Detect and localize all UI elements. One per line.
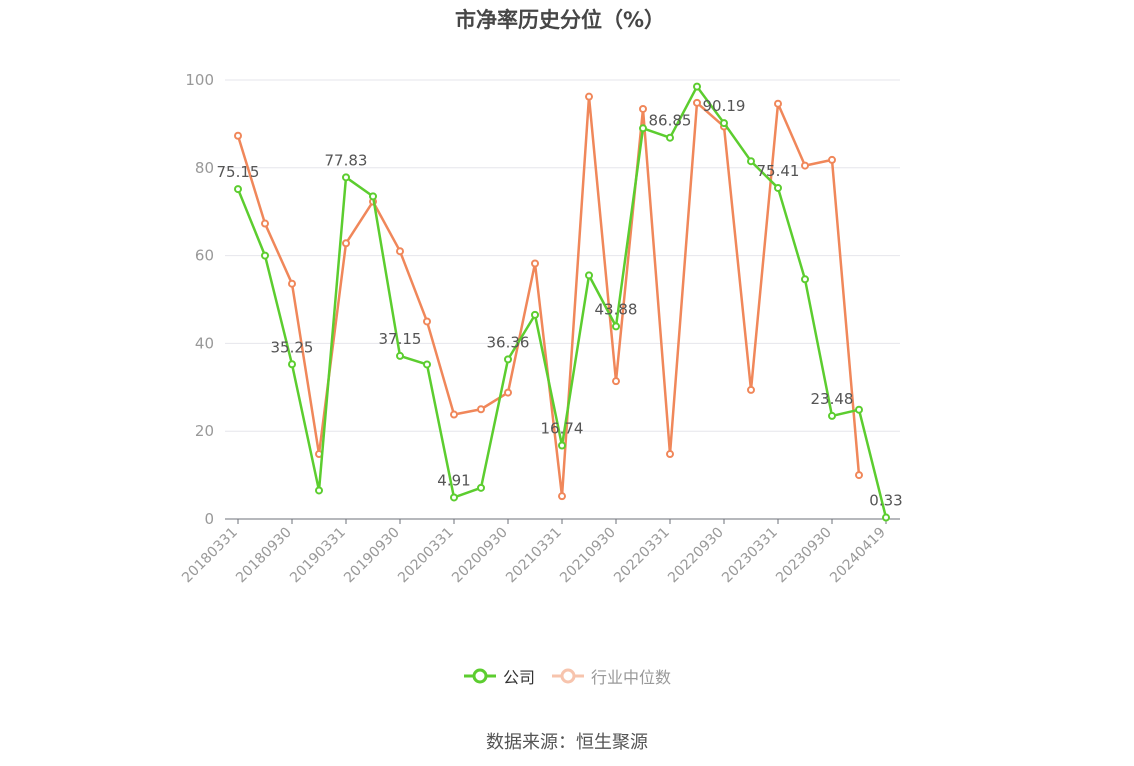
data-label: 4.91 — [437, 471, 470, 489]
legend-company-label: 公司 — [502, 668, 535, 687]
data-label: 77.83 — [325, 151, 368, 169]
data-point-company — [693, 82, 701, 91]
data-point-company — [477, 483, 485, 492]
data-point-company — [423, 360, 431, 369]
data-point-industry — [450, 410, 458, 419]
y-tick-label: 100 — [185, 71, 214, 89]
data-point-industry — [612, 377, 620, 386]
data-point-company — [801, 275, 809, 284]
data-point-industry — [693, 98, 701, 107]
data-point-company — [585, 271, 593, 280]
data-point-company — [369, 192, 377, 201]
y-tick-label: 20 — [195, 422, 214, 440]
x-tick-label: 20200930 — [449, 525, 511, 587]
data-point-company — [666, 133, 674, 142]
data-point-company — [261, 251, 269, 260]
data-point-industry — [342, 239, 350, 248]
data-point-company — [315, 486, 323, 495]
x-tick-label: 20220331 — [611, 525, 673, 587]
data-point-company — [396, 351, 404, 360]
data-point-company — [288, 360, 296, 369]
x-tick-label: 20190930 — [341, 525, 403, 587]
data-label: 37.15 — [379, 330, 422, 348]
x-tick-label: 20190331 — [287, 525, 349, 587]
data-point-industry — [828, 155, 836, 164]
data-label: 75.41 — [757, 162, 800, 180]
data-point-industry — [504, 388, 512, 397]
data-point-company — [828, 411, 836, 420]
data-point-company — [558, 441, 566, 450]
data-point-company — [531, 310, 539, 319]
legend-item-industry[interactable]: 行业中位数 — [551, 664, 671, 688]
y-tick-label: 60 — [195, 247, 214, 265]
data-point-industry — [801, 161, 809, 170]
data-point-industry — [234, 131, 242, 140]
x-tick-label: 20200331 — [395, 525, 457, 587]
x-tick-label: 20240419 — [827, 525, 889, 587]
x-tick-label: 20180331 — [179, 525, 241, 587]
legend-company-marker-icon — [463, 668, 496, 684]
data-point-company — [612, 322, 620, 331]
data-point-company — [855, 405, 863, 414]
x-tick-label: 20180930 — [233, 525, 295, 587]
data-point-industry — [666, 450, 674, 459]
data-label: 75.15 — [217, 163, 260, 181]
legend-industry-marker-icon — [552, 668, 584, 684]
x-tick-label: 20210930 — [557, 525, 619, 587]
data-point-industry — [774, 99, 782, 108]
chart-title: 市净率历史分位（%） — [454, 8, 666, 32]
data-point-industry — [639, 104, 647, 113]
data-point-industry — [585, 92, 593, 101]
x-tick-label: 20220930 — [665, 525, 727, 587]
y-tick-label: 0 — [204, 510, 214, 528]
legend-industry-label: 行业中位数 — [591, 668, 672, 687]
data-point-industry — [747, 385, 755, 394]
data-point-company — [747, 157, 755, 166]
data-point-industry — [423, 317, 431, 326]
x-tick-label: 20210331 — [503, 525, 565, 587]
x-tick-label: 20230331 — [719, 525, 781, 587]
data-point-industry — [855, 471, 863, 480]
data-point-industry — [288, 279, 296, 288]
x-tick-label: 20230930 — [773, 525, 835, 587]
y-tick-label: 80 — [195, 159, 214, 177]
data-point-company — [882, 513, 890, 522]
legend-item-company[interactable]: 公司 — [463, 664, 535, 688]
line-chart: 0 20 40 60 80 100 2018033120180930201903312019… — [179, 71, 903, 587]
data-label: 43.88 — [595, 300, 638, 318]
data-point-company — [639, 124, 647, 133]
data-label: 86.85 — [649, 112, 692, 130]
data-label: 90.19 — [703, 97, 746, 115]
data-point-industry — [477, 405, 485, 414]
data-point-company — [450, 493, 458, 502]
data-label: 36.36 — [487, 333, 530, 351]
data-label: 16.74 — [541, 420, 584, 438]
legend: 公司 行业中位数 — [0, 664, 1134, 688]
data-label: 0.33 — [869, 492, 902, 510]
data-label: 35.25 — [271, 338, 314, 356]
data-point-company — [774, 183, 782, 192]
data-source: 数据来源：恒生聚源 — [486, 732, 648, 753]
data-point-company — [504, 355, 512, 364]
y-tick-label: 40 — [195, 334, 214, 352]
data-point-company — [342, 173, 350, 182]
data-point-industry — [531, 259, 539, 268]
data-point-industry — [558, 492, 566, 501]
data-point-industry — [396, 247, 404, 256]
data-point-company — [720, 119, 728, 128]
data-label: 23.48 — [811, 390, 854, 408]
data-point-industry — [261, 219, 269, 228]
data-point-company — [234, 185, 242, 194]
